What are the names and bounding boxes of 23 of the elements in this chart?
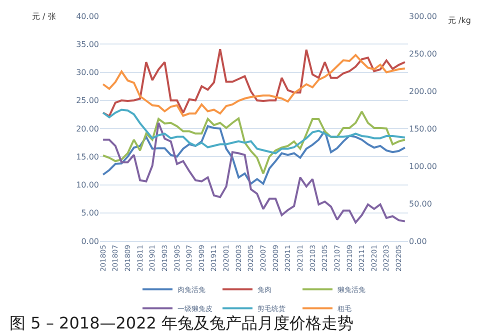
y-tick-label: 10.00: [76, 180, 99, 190]
y-tick-label: 15.00: [76, 152, 99, 162]
y-tick-label: 40.00: [76, 12, 99, 21]
y2-tick-label: 100.00: [409, 162, 437, 171]
line-series: [102, 108, 406, 154]
y-tick-label: 0.00: [81, 236, 99, 246]
text: 图 5 – 2018—2022 年兔及兔产品月度价格走势: [10, 313, 354, 332]
line-series: [102, 122, 406, 224]
y-tick-label: 5.00: [81, 208, 99, 218]
y2-tick-label: 300.00: [409, 12, 437, 21]
y-tick-label: 30.00: [76, 68, 99, 78]
y2-tick-label: 250.00: [409, 49, 437, 58]
y2-tick-label: 50.00: [409, 199, 432, 208]
y-axis-title: 元 / 张: [32, 12, 56, 21]
y-tick-label: 25.00: [76, 96, 99, 106]
y2-axis-title: 元 /kg: [448, 16, 471, 25]
y-tick-label: 20.00: [76, 124, 99, 134]
y2-tick-label: 150.00: [409, 124, 437, 134]
y2-tick-label: 0.00: [409, 236, 427, 246]
line-series: [102, 110, 406, 174]
y2-tick-label: 200.00: [409, 86, 437, 96]
y-tick-label: 35.00: [76, 40, 99, 49]
line-series: [102, 125, 406, 185]
